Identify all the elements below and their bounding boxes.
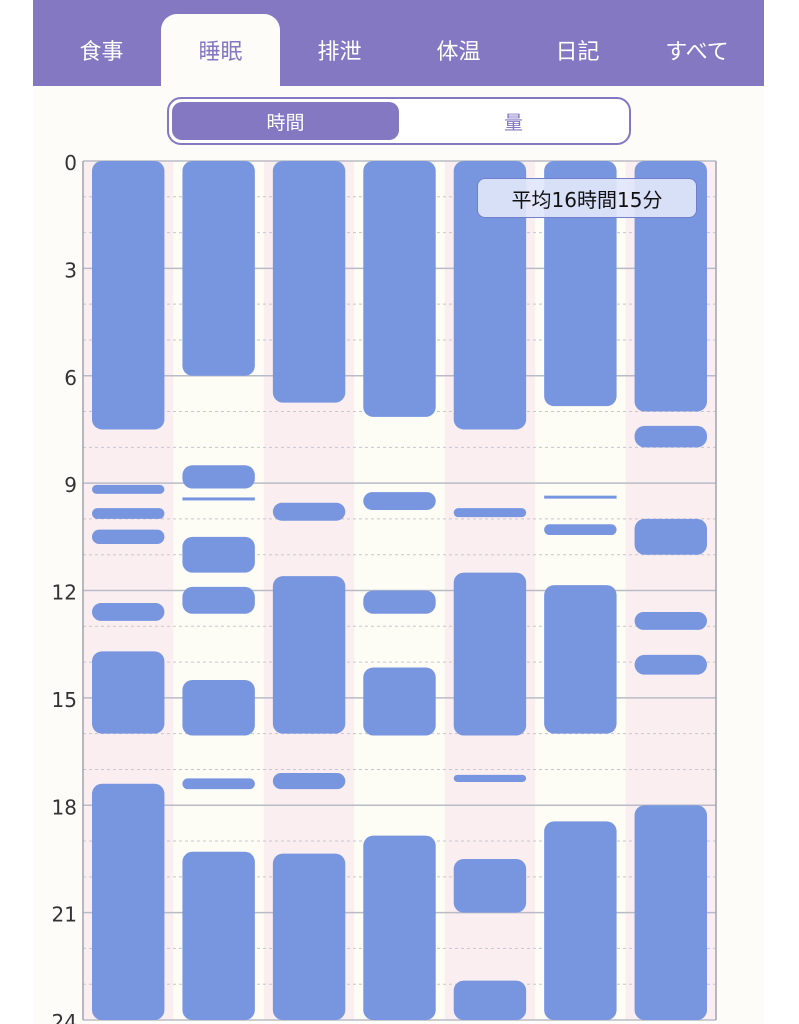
- sleep-bar: [182, 851, 255, 1020]
- category-tab-bar: 食事 睡眠 排泄 体温 日記 すべて: [33, 0, 764, 86]
- sleep-bar: [272, 773, 346, 790]
- tab-meal[interactable]: 食事: [79, 40, 124, 65]
- sleep-bar: [92, 783, 165, 1020]
- y-tick-label: 9: [64, 473, 77, 497]
- y-tick-label: 18: [52, 795, 77, 819]
- sleep-bar: [182, 497, 255, 501]
- y-tick-label: 24: [52, 1010, 77, 1024]
- sleep-bar: [453, 161, 527, 430]
- sleep-bar: [182, 679, 255, 736]
- sleep-bar: [634, 161, 707, 412]
- sleep-bar: [182, 778, 255, 790]
- sleep-bar: [453, 774, 527, 782]
- tab-diary[interactable]: 日記: [555, 40, 600, 65]
- segment-time-button[interactable]: 時間: [172, 102, 399, 140]
- sleep-bar: [272, 502, 346, 521]
- average-label: 平均: [511, 187, 552, 212]
- sleep-bar: [634, 518, 707, 555]
- sleep-bar: [92, 161, 165, 430]
- sleep-bar: [544, 161, 617, 407]
- tab-sleep[interactable]: 睡眠: [161, 14, 280, 86]
- tab-excretion[interactable]: 排泄: [317, 40, 362, 65]
- sleep-bar: [92, 508, 165, 519]
- sleep-bar: [634, 611, 707, 630]
- sleep-bar: [453, 572, 527, 736]
- sleep-bar: [182, 536, 255, 573]
- sleep-bar: [92, 529, 165, 544]
- segment-amount-button[interactable]: 量: [503, 111, 523, 134]
- sleep-bar: [453, 858, 527, 913]
- sleep-bar: [182, 161, 255, 376]
- sleep-bar: [272, 576, 346, 734]
- sleep-bar: [544, 495, 617, 499]
- chart-band: [173, 447, 264, 806]
- sleep-bar: [92, 484, 165, 494]
- sleep-bar: [363, 667, 436, 736]
- sleep-bar: [363, 835, 436, 1020]
- sleep-bar: [363, 492, 436, 510]
- sleep-bar: [453, 508, 527, 518]
- sleep-bar: [92, 603, 165, 621]
- y-tick-label: 15: [52, 688, 77, 712]
- sleep-bar: [182, 586, 255, 614]
- y-tick-label: 3: [64, 258, 77, 282]
- sleep-bar: [272, 161, 346, 403]
- sleep-bar: [544, 524, 617, 536]
- sleep-bar: [634, 654, 707, 675]
- sleep-bar: [363, 590, 436, 614]
- sleep-bar: [634, 425, 707, 448]
- sleep-bar: [363, 161, 436, 417]
- y-tick-label: 6: [64, 366, 77, 390]
- average-value: 16時間15分: [551, 187, 663, 212]
- y-tick-label: 0: [64, 151, 77, 175]
- y-tick-label: 12: [52, 581, 77, 605]
- sleep-bar: [544, 821, 617, 1020]
- sleep-bar: [544, 585, 617, 734]
- sleep-bar: [634, 805, 707, 1020]
- sleep-bar: [182, 465, 255, 489]
- tab-temperature[interactable]: 体温: [436, 40, 481, 65]
- chart-band: [83, 447, 174, 806]
- tab-all[interactable]: すべて: [665, 40, 729, 65]
- y-tick-label: 21: [52, 903, 77, 927]
- sleep-bar: [272, 853, 346, 1020]
- average-sleep-badge: 平均 16時間15分: [477, 178, 697, 218]
- sleep-time-chart: 0 3 6 9 12 15 18 21 24: [52, 151, 717, 1024]
- sleep-bar: [453, 980, 527, 1020]
- sleep-bar: [92, 651, 165, 734]
- view-mode-segmented-control: 時間 量: [167, 97, 631, 145]
- app-screen: 食事 睡眠 排泄 体温 日記 すべて 時間 量 0 3 6 9 12 15 18 21 24 平…: [33, 0, 764, 1024]
